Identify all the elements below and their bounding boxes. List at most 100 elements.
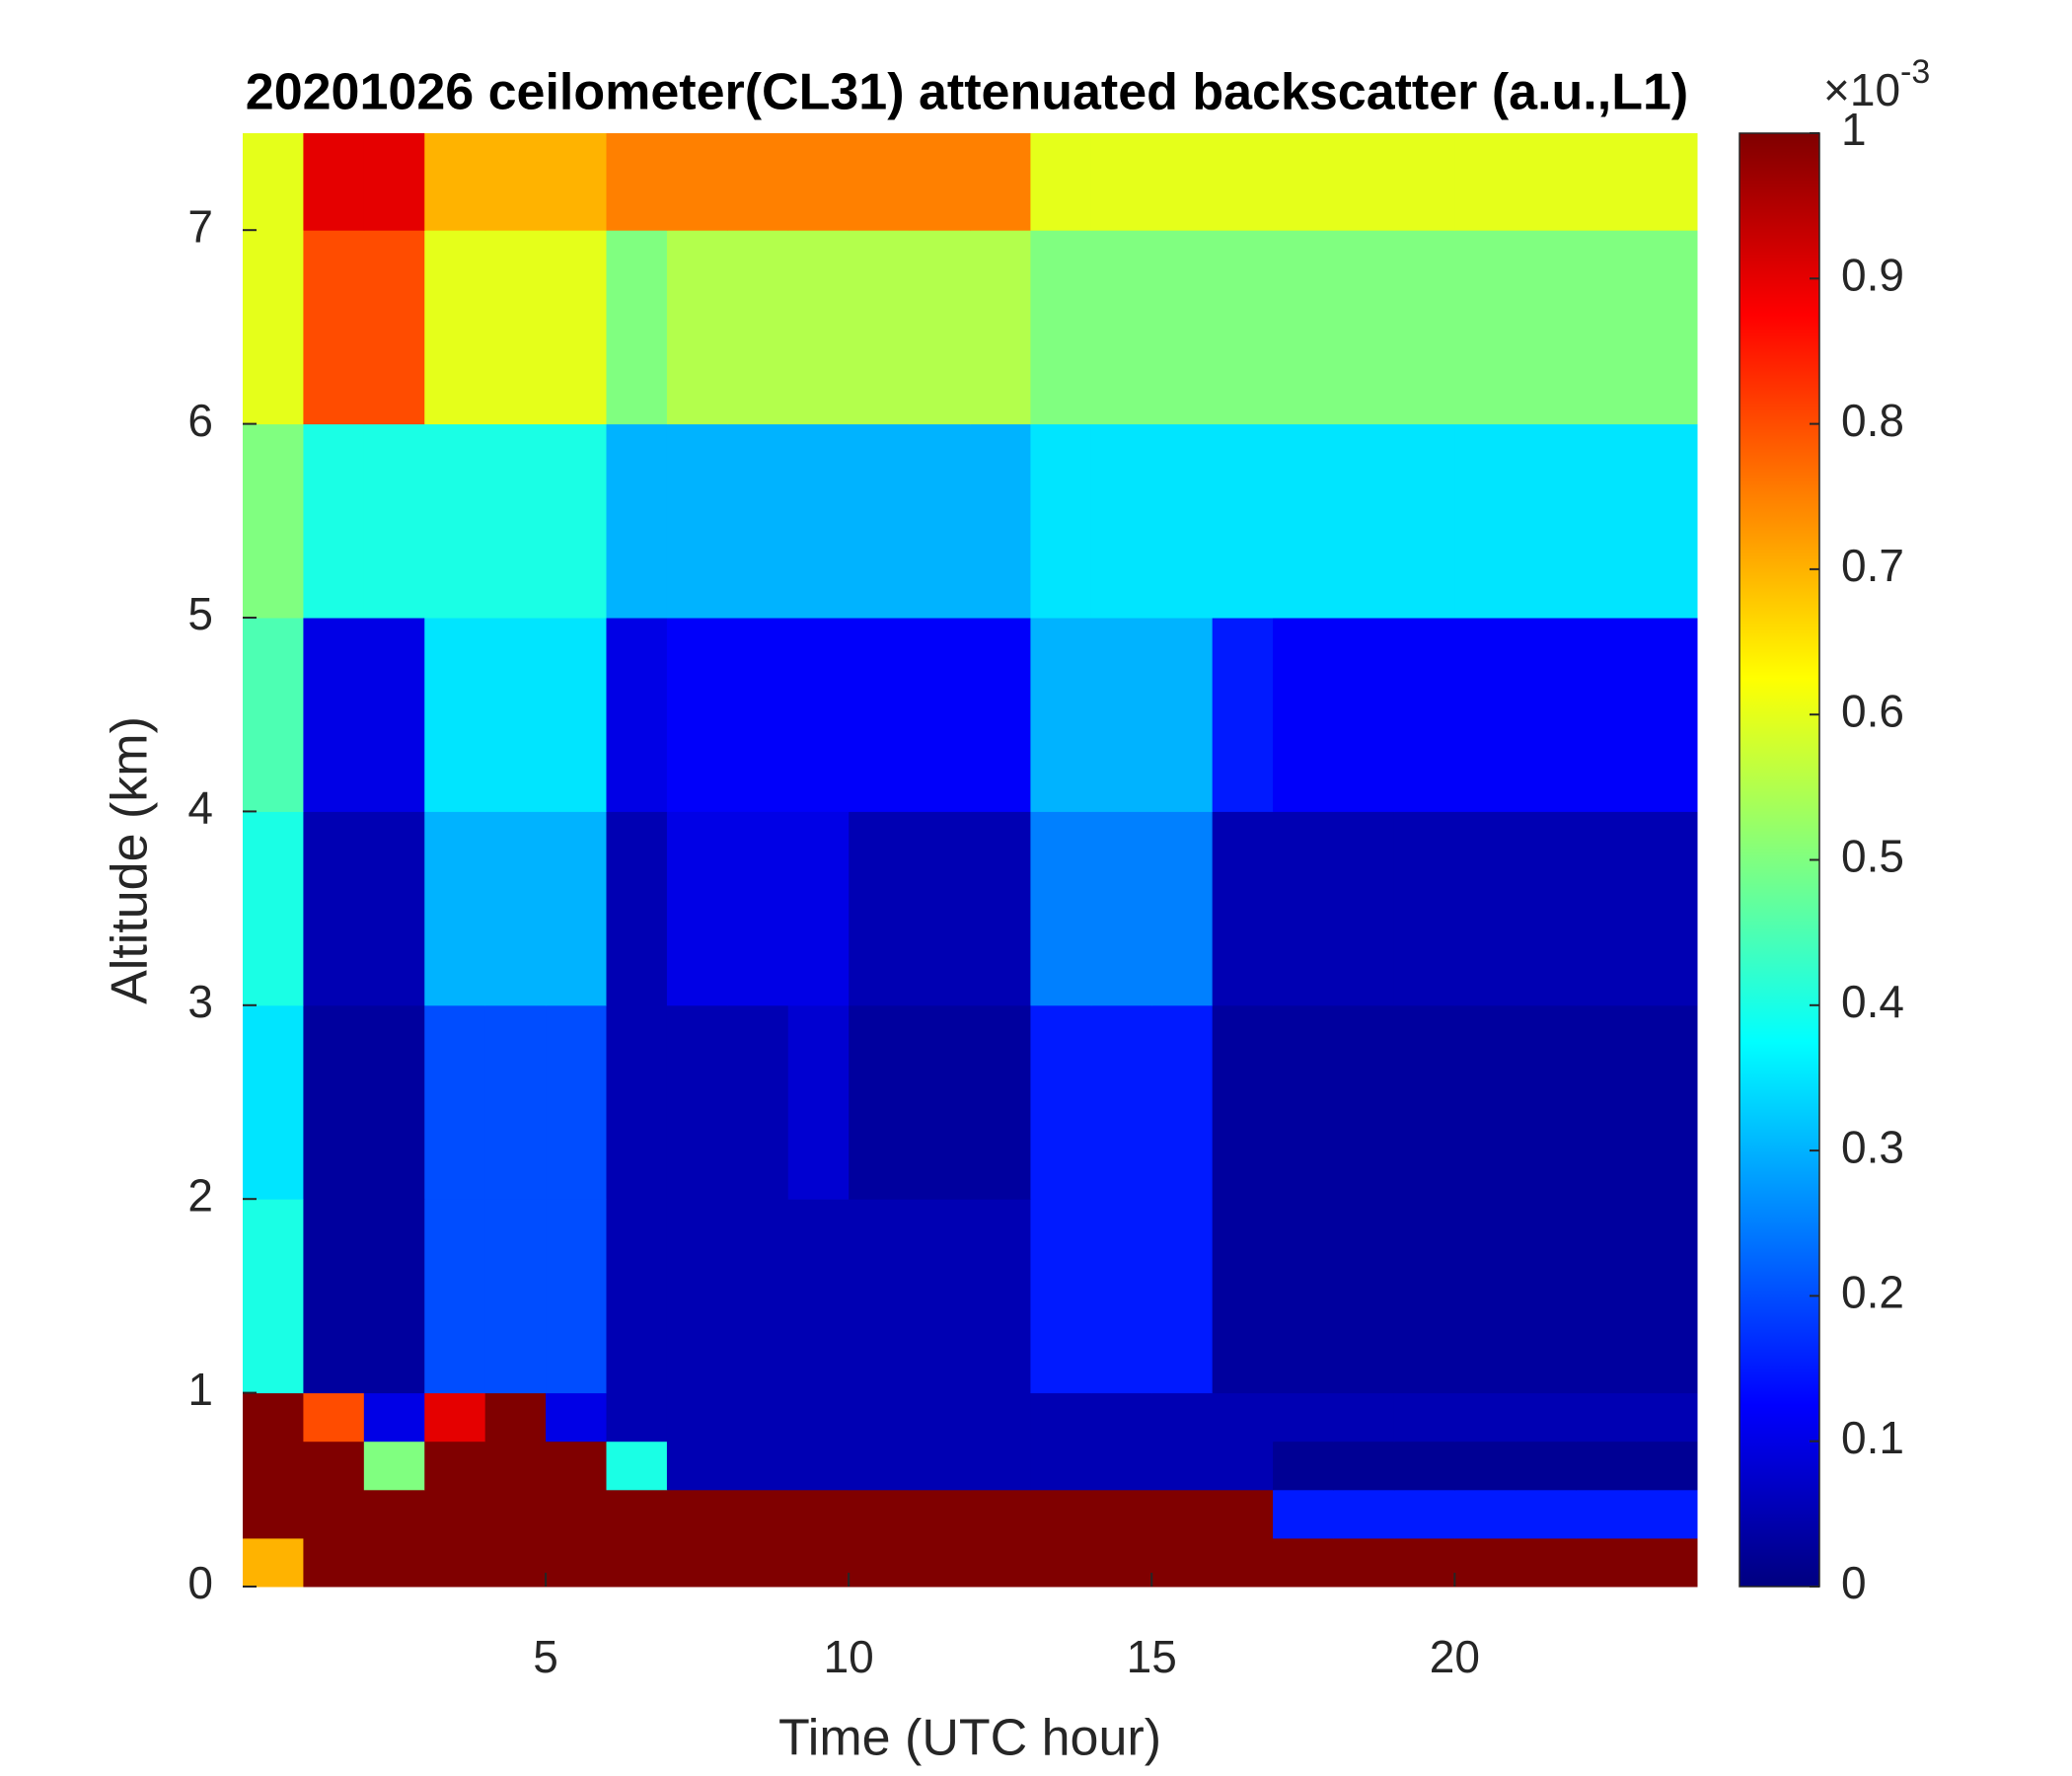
colorbar-tick-label: 0.8 xyxy=(1841,395,1904,446)
heatmap-cell xyxy=(1333,230,1395,425)
heatmap-cell xyxy=(1151,1441,1214,1491)
heatmap-cell xyxy=(243,1392,304,1443)
heatmap-cell xyxy=(1393,1392,1455,1443)
heatmap-cell xyxy=(1576,811,1638,1006)
heatmap-cell xyxy=(1151,618,1214,812)
heatmap-cell xyxy=(787,423,850,619)
heatmap-cell xyxy=(970,1537,1031,1588)
heatmap-cell xyxy=(1393,1441,1455,1491)
heatmap-cell xyxy=(546,1199,607,1394)
heatmap-cell xyxy=(1454,1199,1517,1394)
heatmap-cell xyxy=(1151,1537,1214,1588)
heatmap-cell xyxy=(909,133,971,231)
heatmap-cell xyxy=(546,1489,607,1539)
heatmap-cell xyxy=(363,1537,425,1588)
heatmap-cell xyxy=(1454,618,1517,812)
heatmap-cell xyxy=(1576,423,1638,619)
heatmap-cell xyxy=(424,1392,486,1443)
heatmap-cell xyxy=(1333,1199,1395,1394)
heatmap-cell xyxy=(1636,1004,1698,1200)
heatmap-cell xyxy=(1636,1537,1698,1588)
heatmap-cell xyxy=(787,133,850,231)
heatmap-cell xyxy=(606,1392,668,1443)
heatmap-cell xyxy=(1454,133,1517,231)
heatmap-cell xyxy=(849,133,911,231)
heatmap-cell xyxy=(1151,423,1214,619)
heatmap-cell xyxy=(424,230,486,425)
heatmap-cell xyxy=(1212,1392,1274,1443)
heatmap-cell xyxy=(849,1199,911,1394)
colorbar-tick-label: 0 xyxy=(1841,1557,1867,1608)
heatmap-cell xyxy=(1151,1004,1214,1200)
heatmap-cell xyxy=(970,230,1031,425)
heatmap-cell xyxy=(909,423,971,619)
heatmap-cell xyxy=(970,1004,1031,1200)
heatmap-cell xyxy=(546,423,607,619)
heatmap-cell xyxy=(484,423,547,619)
heatmap-cell xyxy=(1151,811,1214,1006)
heatmap-cell xyxy=(909,1441,971,1491)
heatmap-cell xyxy=(1454,230,1517,425)
heatmap-cell xyxy=(424,1537,486,1588)
heatmap-cell xyxy=(363,133,425,231)
heatmap-cell xyxy=(1090,618,1152,812)
colorbar-tick-label: 0.3 xyxy=(1841,1121,1904,1172)
heatmap-cell xyxy=(1515,1441,1577,1491)
heatmap-cell xyxy=(1636,230,1698,425)
heatmap-cell xyxy=(546,1004,607,1200)
heatmap-cell xyxy=(1090,133,1152,231)
heatmap-cell xyxy=(970,133,1031,231)
heatmap-cell xyxy=(666,1489,728,1539)
heatmap-cell xyxy=(1030,230,1092,425)
heatmap-cell xyxy=(1576,1489,1638,1539)
heatmap-cell xyxy=(970,1441,1031,1491)
heatmap-cell xyxy=(787,618,850,812)
heatmap-cell xyxy=(546,1392,607,1443)
heatmap-cell xyxy=(606,1489,668,1539)
heatmap-cell xyxy=(1030,423,1092,619)
heatmap-cell xyxy=(849,1537,911,1588)
heatmap-cell xyxy=(363,1199,425,1394)
heatmap-cell xyxy=(546,133,607,231)
x-axis-label: Time (UTC hour) xyxy=(778,1710,1161,1767)
heatmap-cell xyxy=(484,1537,547,1588)
heatmap-cell xyxy=(1333,423,1395,619)
heatmap-cell xyxy=(727,811,789,1006)
heatmap-cell xyxy=(1333,1537,1395,1588)
colorbar-scale-exponent: -3 xyxy=(1900,53,1930,91)
heatmap-cell xyxy=(363,1392,425,1443)
heatmap-cell xyxy=(787,1441,850,1491)
heatmap-cell xyxy=(666,1537,728,1588)
heatmap-cell xyxy=(1273,133,1334,231)
heatmap-cell xyxy=(1515,1004,1577,1200)
heatmap-cell xyxy=(1515,230,1577,425)
colorbar-tick-label: 0.6 xyxy=(1841,685,1904,736)
heatmap-cell xyxy=(243,618,304,812)
heatmap-cell xyxy=(909,618,971,812)
heatmap-cell xyxy=(909,230,971,425)
heatmap-cell xyxy=(484,1392,547,1443)
colorbar-tick-label: 0.2 xyxy=(1841,1267,1904,1318)
y-tick-label: 7 xyxy=(187,200,213,252)
heatmap-cell xyxy=(303,133,365,231)
heatmap-cell xyxy=(606,1441,668,1491)
heatmap-cell xyxy=(1636,1199,1698,1394)
heatmap-cell xyxy=(1273,1489,1334,1539)
heatmap-cell xyxy=(1273,811,1334,1006)
heatmap-cell xyxy=(606,1004,668,1200)
heatmap-cell xyxy=(1576,1392,1638,1443)
heatmap-cell xyxy=(666,811,728,1006)
heatmap-cell xyxy=(363,1489,425,1539)
heatmap-cell xyxy=(1636,618,1698,812)
y-tick-label: 2 xyxy=(187,1169,213,1221)
heatmap-cell xyxy=(1030,811,1092,1006)
heatmap-cell xyxy=(484,1199,547,1394)
heatmap-cell xyxy=(727,1392,789,1443)
heatmap-cell xyxy=(787,1004,850,1200)
heatmap-cell xyxy=(424,1199,486,1394)
y-tick-label: 0 xyxy=(187,1557,213,1608)
heatmap-cell xyxy=(727,1441,789,1491)
heatmap-cell xyxy=(1030,1489,1092,1539)
heatmap-cell xyxy=(970,1392,1031,1443)
heatmap-cell xyxy=(1333,1392,1395,1443)
